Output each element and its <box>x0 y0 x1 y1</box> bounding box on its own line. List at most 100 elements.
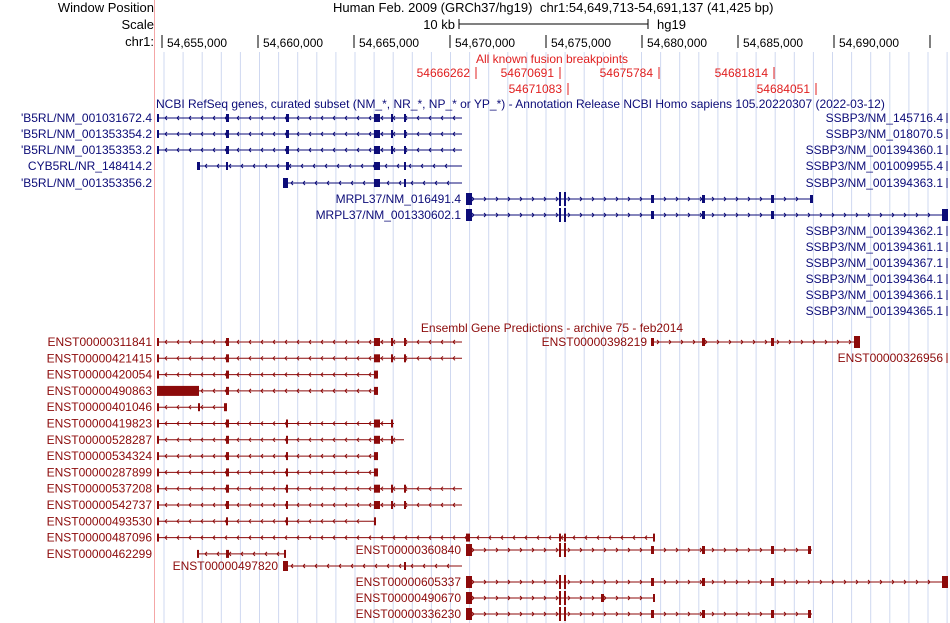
strand-chevron <box>519 595 523 601</box>
strand-chevron <box>428 339 432 345</box>
strand-chevron <box>272 147 276 153</box>
strand-chevron <box>651 579 655 585</box>
strand-chevron <box>519 579 523 585</box>
strand-chevron <box>380 115 384 121</box>
strand-chevron <box>240 163 244 169</box>
strand-chevron <box>200 453 204 459</box>
exon-block <box>374 338 380 346</box>
strand-chevron <box>848 339 852 345</box>
strand-chevron <box>512 535 516 540</box>
strand-chevron <box>224 147 228 153</box>
strand-chevron <box>248 372 252 377</box>
strand-chevron <box>687 212 691 218</box>
strand-chevron <box>384 163 388 169</box>
strand-chevron <box>699 579 703 585</box>
strand-chevron <box>434 563 438 569</box>
strand-chevron <box>308 502 312 508</box>
strand-chevron <box>440 339 444 345</box>
strand-chevron <box>356 147 360 153</box>
strand-chevron <box>716 339 720 345</box>
strand-chevron <box>332 518 336 524</box>
refseq-right-label: SSBP3/NM_001394363.1 <box>806 176 944 190</box>
strand-chevron <box>176 404 180 410</box>
strand-chevron <box>374 563 378 569</box>
strand-chevron <box>320 131 324 137</box>
strand-chevron <box>200 421 204 426</box>
strand-chevron <box>471 611 475 617</box>
exon-block <box>771 578 774 586</box>
strand-chevron <box>879 212 883 218</box>
strand-chevron <box>248 115 252 121</box>
exon-block <box>651 546 654 554</box>
strand-chevron <box>212 470 216 475</box>
strand-chevron <box>663 196 667 202</box>
strand-chevron <box>344 470 348 475</box>
exon-block <box>286 130 289 138</box>
exon-block <box>466 592 472 604</box>
ruler-tick-label: 54,690,000 <box>839 36 899 50</box>
strand-chevron <box>176 535 180 540</box>
strand-chevron <box>615 196 619 202</box>
strand-chevron <box>296 388 300 394</box>
ruler-tick-label: 54,655,000 <box>167 36 227 50</box>
exon-block <box>564 208 566 222</box>
strand-chevron <box>276 551 280 557</box>
strand-chevron <box>248 453 252 459</box>
strand-chevron <box>788 339 792 345</box>
strand-chevron <box>360 163 364 169</box>
strand-chevron <box>224 535 228 540</box>
strand-chevron <box>428 115 432 121</box>
strand-chevron <box>176 339 180 345</box>
strand-chevron <box>236 355 240 361</box>
strand-chevron <box>639 595 643 601</box>
strand-chevron <box>224 131 228 137</box>
strand-chevron <box>356 502 360 508</box>
strand-chevron <box>272 388 276 394</box>
strand-chevron <box>891 579 895 585</box>
refseq-right-label: SSBP3/NM_145716.4 <box>826 111 944 125</box>
strand-chevron <box>471 212 475 218</box>
strand-chevron <box>188 372 192 377</box>
strand-chevron <box>608 535 612 540</box>
refseq-right-label: SSBP3/NM_001394364.1 <box>806 272 944 286</box>
strand-chevron <box>308 486 312 492</box>
exon-block <box>559 575 561 589</box>
strand-chevron <box>855 579 859 585</box>
strand-chevron <box>188 147 192 153</box>
strand-chevron <box>927 212 931 218</box>
exon-block <box>651 610 654 618</box>
strand-chevron <box>248 355 252 361</box>
exon-block <box>157 146 159 154</box>
exon-block <box>286 501 288 509</box>
strand-chevron <box>356 470 360 475</box>
strand-chevron <box>212 372 216 377</box>
strand-chevron <box>555 212 559 218</box>
strand-chevron <box>236 388 240 394</box>
strand-chevron <box>620 535 624 540</box>
exon-block <box>374 146 380 154</box>
strand-chevron <box>200 502 204 508</box>
fusion-track-title: All known fusion breakpoints <box>476 52 628 66</box>
fusion-breakpoint-label: 54684051 <box>757 82 811 96</box>
exon-block <box>157 468 159 477</box>
exon-block <box>771 211 774 219</box>
strand-chevron <box>903 212 907 218</box>
exon-block <box>157 114 159 122</box>
strand-chevron <box>567 595 571 601</box>
strand-chevron <box>296 421 300 426</box>
strand-chevron <box>212 437 216 443</box>
ensembl-track-title: Ensembl Gene Predictions - archive 75 - … <box>421 321 683 335</box>
strand-chevron <box>326 563 330 569</box>
strand-chevron <box>639 611 643 617</box>
ensembl-inline-label: ENST00000360840 <box>356 543 462 557</box>
strand-chevron <box>332 502 336 508</box>
exon-block <box>404 130 406 138</box>
refseq-right-label: SSBP3/NM_001394360.1 <box>806 143 944 157</box>
strand-chevron <box>807 212 811 218</box>
strand-chevron <box>723 579 727 585</box>
strand-chevron <box>272 421 276 426</box>
strand-chevron <box>771 212 775 218</box>
strand-chevron <box>260 388 264 394</box>
exon-block <box>157 452 159 461</box>
